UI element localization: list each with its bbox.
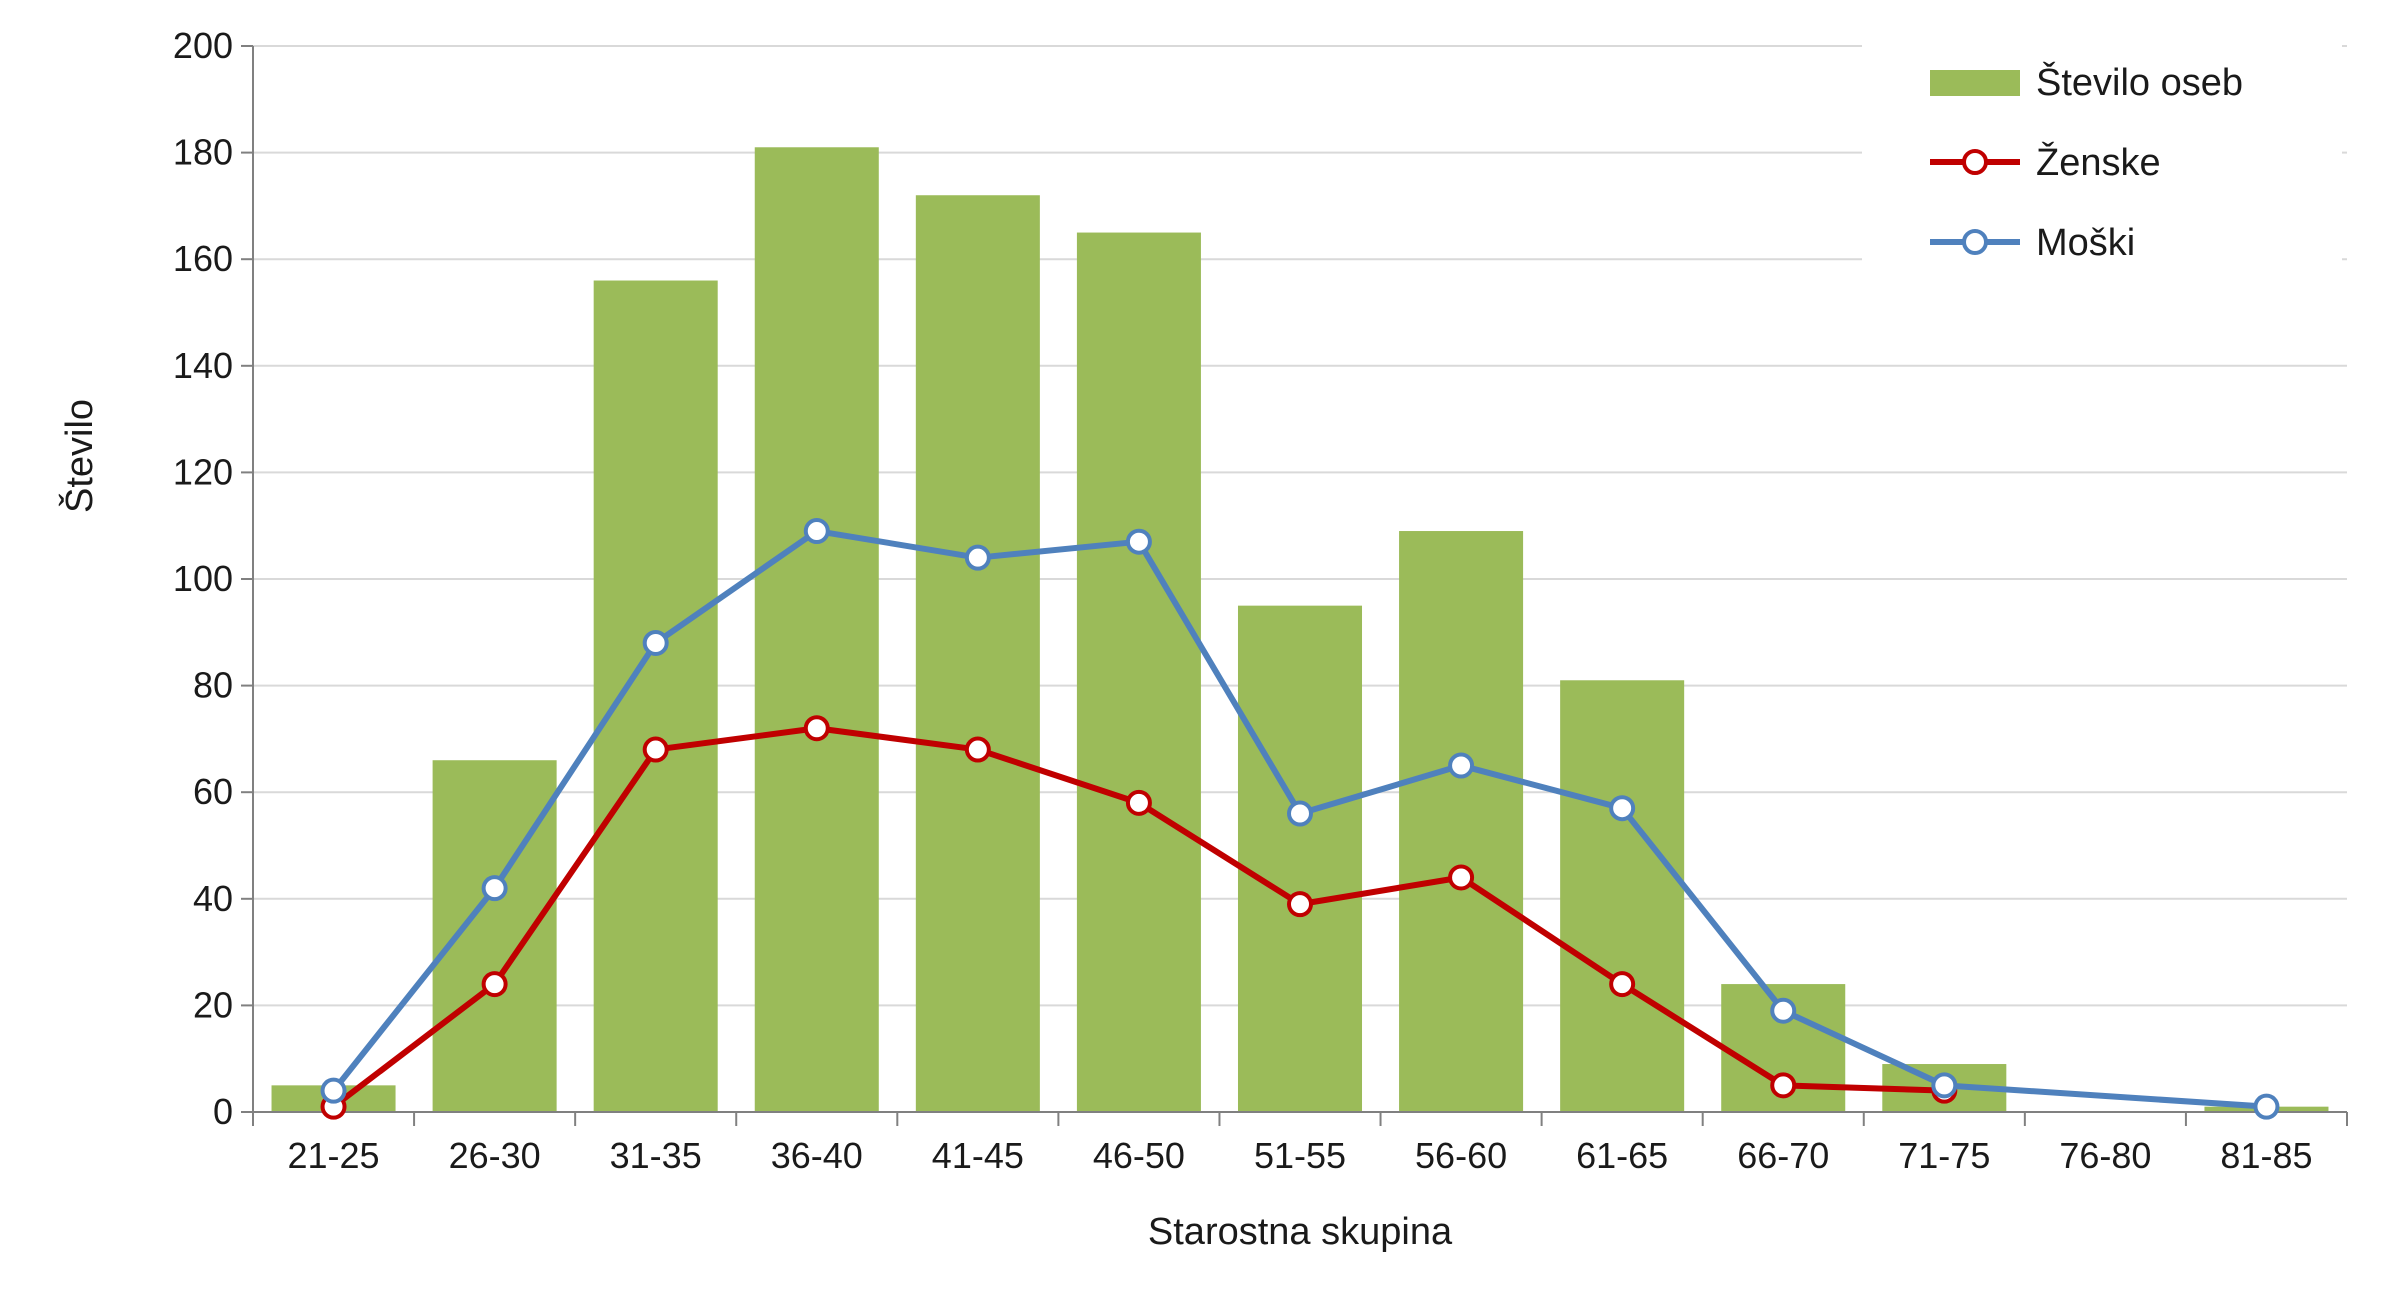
marker--enske-66-70 (1770, 1072, 1797, 1099)
x-tick-label-81-85: 81-85 (2220, 1135, 2312, 1176)
legend-swatch-bars (1930, 70, 2020, 96)
marker--enske-41-45 (964, 736, 991, 763)
y-tick-label-200: 200 (173, 25, 233, 66)
y-tick-label-100: 100 (173, 558, 233, 599)
y-tick-label-0: 0 (213, 1091, 233, 1132)
marker-mo-ki-71-75 (1931, 1072, 1958, 1099)
bar-series (271, 147, 2329, 1113)
x-tick-label-31-35: 31-35 (610, 1135, 702, 1176)
bar-46-50 (1076, 232, 1201, 1113)
x-tick-label-41-45: 41-45 (932, 1135, 1024, 1176)
y-tick-label-40: 40 (193, 878, 233, 919)
x-tick-label-26-30: 26-30 (449, 1135, 541, 1176)
bar-56-60 (1399, 531, 1524, 1112)
y-tick-label-180: 180 (173, 132, 233, 173)
marker--enske-51-55 (1287, 891, 1313, 918)
marker--enske-26-30 (481, 971, 508, 998)
line-mo-ki (330, 528, 2270, 1110)
y-tick-label-20: 20 (193, 984, 233, 1025)
legend-swatch-zenske-marker (1962, 149, 1988, 175)
x-axis-title: Starostna skupina (1148, 1211, 1453, 1253)
marker-mo-ki-21-25 (320, 1077, 347, 1104)
marker-mo-ki-46-50 (1125, 528, 1152, 555)
legend-label-bars: Število oseb (2036, 60, 2243, 104)
y-tick-label-160: 160 (173, 238, 233, 279)
bar-26-30 (432, 760, 557, 1112)
x-tick-label-51-55: 51-55 (1254, 1135, 1346, 1176)
marker--enske-36-40 (803, 715, 830, 742)
marker-mo-ki-41-45 (964, 544, 991, 571)
x-tick-label-71-75: 71-75 (1898, 1135, 1990, 1176)
x-tick-label-21-25: 21-25 (287, 1135, 379, 1176)
line-series (320, 518, 2280, 1120)
marker-mo-ki-36-40 (803, 518, 830, 545)
y-axis-title: Število (57, 399, 101, 513)
axes (241, 45, 2348, 1126)
marker-mo-ki-31-35 (642, 629, 669, 656)
legend-label-moski: Moški (2036, 222, 2135, 264)
bar-31-35 (593, 280, 718, 1112)
x-tick-label-66-70: 66-70 (1737, 1135, 1829, 1176)
bar-51-55 (1237, 605, 1363, 1112)
marker--enske-46-50 (1125, 789, 1152, 816)
y-tick-label-60: 60 (193, 771, 233, 812)
y-tick-label-80: 80 (193, 665, 233, 706)
x-tick-label-61-65: 61-65 (1576, 1135, 1668, 1176)
legend-swatch-moski-marker (1962, 229, 1988, 255)
x-tick-label-76-80: 76-80 (2059, 1135, 2151, 1176)
bar-36-40 (754, 147, 879, 1112)
x-tick-label-46-50: 46-50 (1093, 1135, 1185, 1176)
y-tick-label-140: 140 (173, 345, 233, 386)
marker-mo-ki-81-85 (2253, 1093, 2280, 1120)
x-tick-label-36-40: 36-40 (771, 1135, 863, 1176)
y-tick-label-120: 120 (173, 451, 233, 492)
bar-61-65 (1560, 680, 1685, 1112)
marker-mo-ki-26-30 (481, 875, 508, 902)
marker-mo-ki-51-55 (1287, 800, 1313, 827)
marker-mo-ki-66-70 (1770, 997, 1797, 1024)
x-tick-label-56-60: 56-60 (1415, 1135, 1507, 1176)
bar-41-45 (915, 195, 1040, 1113)
marker-mo-ki-61-65 (1609, 795, 1636, 822)
legend-label-zenske: Ženske (2036, 141, 2161, 184)
marker--enske-56-60 (1448, 864, 1475, 891)
marker-mo-ki-56-60 (1448, 752, 1475, 779)
marker--enske-31-35 (642, 736, 669, 763)
marker--enske-61-65 (1609, 971, 1636, 998)
legend: Število oseb Ženske Moški (1862, 40, 2342, 275)
axis-labels: 0 20 40 60 80 100 120 140 160 180 200 21-25 26-30 31-… (173, 25, 2313, 1176)
